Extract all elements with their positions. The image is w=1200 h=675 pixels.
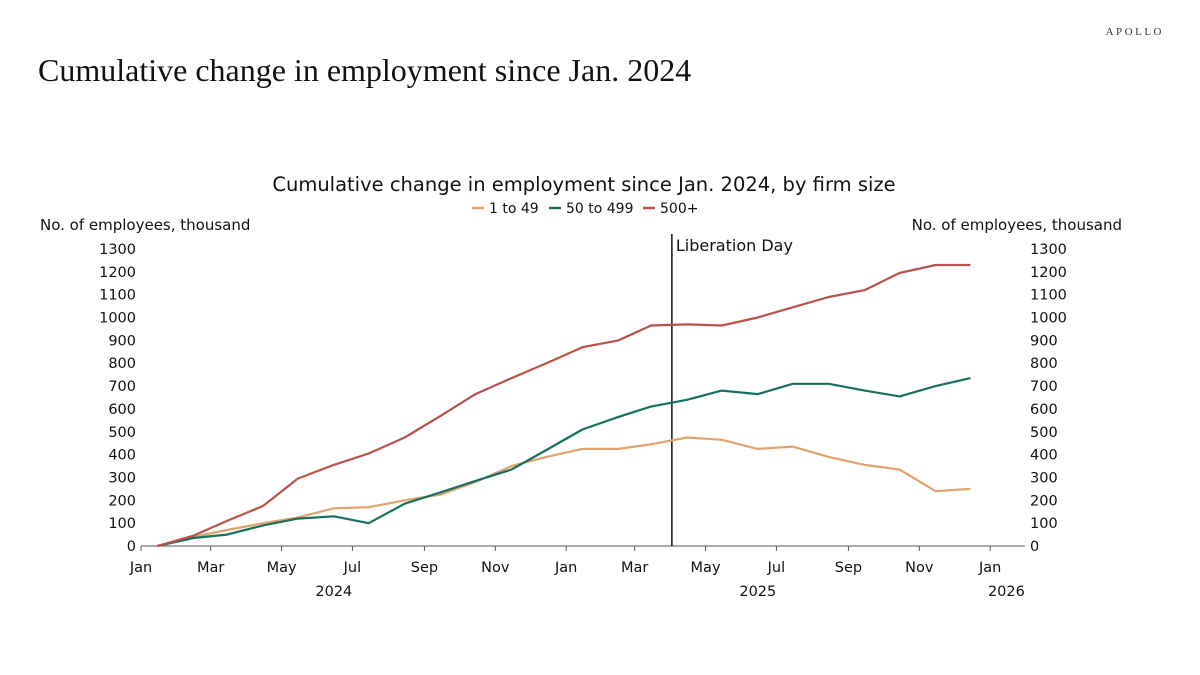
y-tick-label-right: 1100: [1030, 288, 1067, 304]
x-year-label: 2025: [739, 584, 776, 600]
series-line-3: [156, 263, 971, 548]
x-tick-label: Jan: [978, 560, 1001, 576]
y-tick-label-right: 200: [1030, 493, 1058, 509]
x-tick-label: May: [691, 560, 721, 576]
x-tick-label: Nov: [481, 560, 510, 576]
x-year-label: 2024: [315, 584, 352, 600]
y-tick-label-left: 200: [108, 493, 136, 509]
y-axis-left: 0 100 200 300 400 500 600 700 800 900 1000 1100 1200…: [99, 242, 136, 555]
y-tick-label-right: 1000: [1030, 311, 1067, 327]
x-tick-label: May: [267, 560, 297, 576]
y-tick-label-left: 700: [108, 379, 136, 395]
y-tick-label-right: 400: [1030, 448, 1058, 464]
y-tick-label-right: 300: [1030, 470, 1058, 486]
x-tick-label: Mar: [197, 560, 224, 576]
y-tick-label-left: 1100: [99, 288, 136, 304]
y-tick-label-left: 300: [108, 470, 136, 486]
y-tick-label-left: 100: [108, 516, 136, 532]
y-tick-label-right: 600: [1030, 402, 1058, 418]
x-tick-label: Mar: [621, 560, 648, 576]
x-tick-label: Sep: [835, 560, 862, 576]
chart-title: Cumulative change in employment since Ja…: [272, 173, 895, 196]
y-tick-label-right: 1200: [1030, 265, 1067, 281]
y-tick-label-left: 0: [127, 539, 136, 555]
y-tick-label-left: 800: [108, 356, 136, 372]
x-tick-label: Sep: [411, 560, 438, 576]
x-tick-label: Jan: [554, 560, 577, 576]
y-tick-label-left: 600: [108, 402, 136, 418]
y-tick-label-right: 800: [1030, 356, 1058, 372]
brand-logo: APOLLO: [1105, 26, 1164, 38]
legend-label: 1 to 49: [489, 201, 539, 217]
x-tick-label: Jul: [767, 560, 786, 576]
liberation-day-annotation: Liberation Day: [671, 234, 793, 546]
series-line-1: [157, 436, 971, 548]
series-group: [156, 263, 971, 548]
y-tick-label-right: 700: [1030, 379, 1058, 395]
y-tick-label-left: 500: [108, 425, 136, 441]
y-axis-label-left: No. of employees, thousand: [40, 216, 250, 234]
y-tick-label-right: 900: [1030, 333, 1058, 349]
x-tick-label: Jan: [129, 560, 152, 576]
x-tick-label: Jul: [343, 560, 362, 576]
x-year-label: 2026: [988, 584, 1025, 600]
y-tick-label-right: 1300: [1030, 242, 1067, 258]
y-axis-right: 0 100 200 300 400 500 600 700 800 900 1000 1100 1200…: [1030, 242, 1067, 555]
y-axis-label-right: No. of employees, thousand: [912, 216, 1122, 234]
x-tick-label: Nov: [905, 560, 934, 576]
legend-label: 500+: [660, 201, 698, 217]
legend-label: 50 to 499: [566, 201, 634, 217]
y-tick-label-left: 900: [108, 333, 136, 349]
y-tick-label-right: 0: [1030, 539, 1039, 555]
series-line-2: [157, 377, 971, 548]
x-axis: Jan Mar May Jul Sep Nov Jan Mar May Jul Sep Nov Jan 2…: [129, 546, 1025, 600]
y-tick-label-left: 400: [108, 448, 136, 464]
y-tick-label-left: 1200: [99, 265, 136, 281]
y-tick-label-right: 500: [1030, 425, 1058, 441]
liberation-day-label: Liberation Day: [676, 236, 793, 255]
chart-legend: 1 to 49 50 to 499 500+: [472, 201, 698, 217]
y-tick-label-left: 1000: [99, 311, 136, 327]
y-tick-label-right: 100: [1030, 516, 1058, 532]
y-tick-label-left: 1300: [99, 242, 136, 258]
slide-title: Cumulative change in employment since Ja…: [38, 52, 692, 88]
